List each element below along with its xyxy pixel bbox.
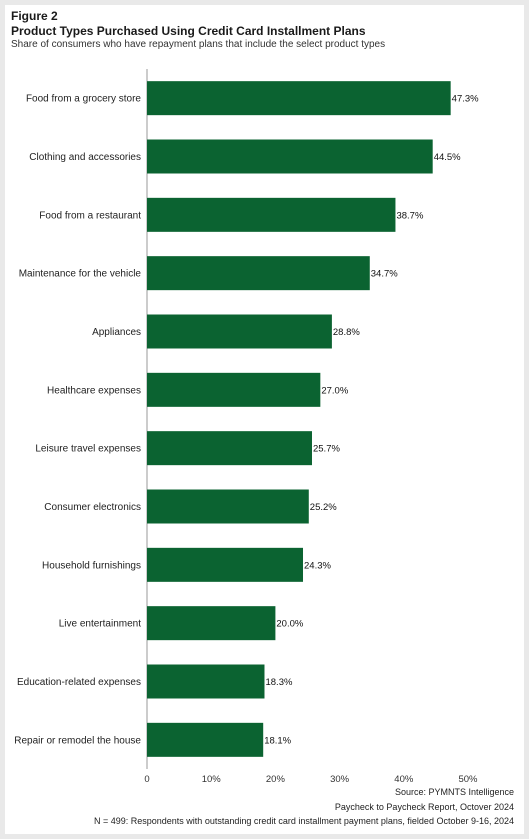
category-label: Clothing and accessories	[29, 152, 141, 163]
value-label: 27.0%	[321, 385, 348, 396]
source-note: Source: PYMNTS Intelligence	[394, 787, 514, 797]
category-label: Consumer electronics	[44, 502, 141, 513]
category-label: Household furnishings	[42, 560, 141, 571]
figure-label: Figure 2	[11, 9, 58, 23]
bar	[147, 664, 265, 699]
bar	[147, 722, 264, 757]
x-tick-label: 40%	[394, 774, 414, 785]
value-label: 28.8%	[333, 327, 360, 338]
category-label: Live entertainment	[59, 619, 141, 630]
chart-title: Product Types Purchased Using Credit Car…	[11, 24, 366, 38]
value-label: 47.3%	[452, 94, 479, 105]
x-tick-label: 20%	[266, 774, 286, 785]
x-tick-label: 30%	[330, 774, 350, 785]
bar	[147, 606, 276, 641]
x-tick-label: 50%	[458, 774, 478, 785]
category-label: Repair or remodel the house	[14, 735, 141, 746]
value-label: 25.7%	[313, 444, 340, 455]
bar	[147, 547, 304, 582]
x-tick-label: 10%	[202, 774, 222, 785]
value-label: 34.7%	[371, 269, 398, 280]
category-label: Healthcare expenses	[47, 385, 141, 396]
bar	[147, 139, 433, 174]
sample-note: N = 499: Respondents with outstanding cr…	[94, 816, 514, 826]
bar	[147, 431, 312, 466]
bar	[147, 489, 309, 524]
value-label: 25.2%	[310, 502, 337, 513]
bar	[147, 314, 332, 349]
category-label: Education-related expenses	[17, 677, 141, 688]
value-label: 20.0%	[276, 619, 303, 630]
value-label: 18.1%	[264, 735, 291, 746]
figure-card: Figure 2 Product Types Purchased Using C…	[5, 5, 524, 834]
x-tick-label: 0	[144, 774, 149, 785]
category-label: Appliances	[92, 327, 141, 338]
value-label: 44.5%	[434, 152, 461, 163]
value-label: 24.3%	[304, 560, 331, 571]
bar-chart: Food from a grocery store 47.3% Clothing a…	[14, 69, 479, 785]
bar	[147, 256, 370, 291]
category-label: Leisure travel expenses	[35, 444, 141, 455]
report-note: Paycheck to Paycheck Report, Octover 202…	[334, 802, 514, 812]
category-label: Food from a restaurant	[39, 210, 141, 221]
chart-subtitle: Share of consumers who have repayment pl…	[11, 39, 386, 50]
value-label: 38.7%	[396, 210, 423, 221]
value-label: 18.3%	[265, 677, 292, 688]
bar	[147, 197, 396, 232]
category-label: Food from a grocery store	[26, 94, 141, 105]
category-label: Maintenance for the vehicle	[19, 269, 142, 280]
bar	[147, 81, 451, 116]
bar	[147, 372, 321, 407]
